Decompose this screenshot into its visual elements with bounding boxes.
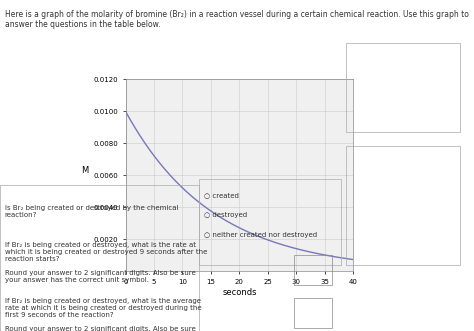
Y-axis label: M: M	[81, 166, 89, 175]
Text: If Br₂ is being created or destroyed, what is the average
rate at which it is be: If Br₂ is being created or destroyed, wh…	[5, 298, 201, 331]
Text: ○ neither created nor destroyed: ○ neither created nor destroyed	[204, 232, 317, 238]
Text: Here is a graph of the molarity of bromine (Br₂) in a reaction vessel during a c: Here is a graph of the molarity of bromi…	[5, 10, 469, 29]
Text: Is Br₂ being created or destroyed by the chemical
reaction?: Is Br₂ being created or destroyed by the…	[5, 205, 178, 218]
Text: ○ created: ○ created	[204, 192, 239, 198]
X-axis label: seconds: seconds	[222, 288, 256, 297]
Text: ○ destroyed: ○ destroyed	[204, 212, 247, 218]
Text: If Br₂ is being created or destroyed, what is the rate at
which it is being crea: If Br₂ is being created or destroyed, wh…	[5, 242, 207, 283]
